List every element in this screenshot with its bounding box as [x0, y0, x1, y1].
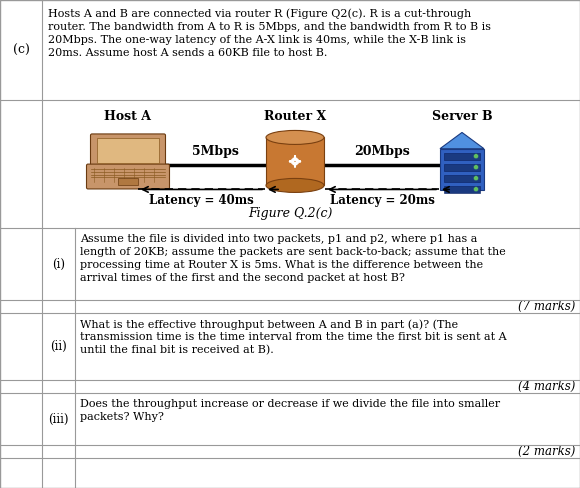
- Bar: [97, 139, 159, 163]
- Text: Router X: Router X: [264, 110, 326, 123]
- Text: Figure Q.2(c): Figure Q.2(c): [248, 207, 332, 220]
- FancyBboxPatch shape: [86, 164, 169, 189]
- Text: arrival times of the first and the second packet at host B?: arrival times of the first and the secon…: [80, 273, 405, 283]
- Circle shape: [473, 176, 478, 181]
- Text: processing time at Router X is 5ms. What is the difference between the: processing time at Router X is 5ms. What…: [80, 260, 483, 270]
- Text: length of 20KB; assume the packets are sent back-to-back; assume that the: length of 20KB; assume the packets are s…: [80, 247, 506, 257]
- Text: (2 marks): (2 marks): [517, 445, 575, 458]
- Text: Assume the file is divided into two packets, p1 and p2, where p1 has a: Assume the file is divided into two pack…: [80, 234, 477, 244]
- Text: Latency = 40ms: Latency = 40ms: [149, 194, 254, 207]
- Bar: [118, 179, 138, 185]
- FancyBboxPatch shape: [90, 134, 165, 167]
- Text: router. The bandwidth from A to R is 5Mbps, and the bandwidth from R to B is: router. The bandwidth from A to R is 5Mb…: [48, 21, 491, 32]
- Bar: [266, 138, 324, 185]
- Text: (i): (i): [52, 258, 65, 270]
- Text: Latency = 20ms: Latency = 20ms: [329, 194, 434, 207]
- Text: Does the throughput increase or decrease if we divide the file into smaller: Does the throughput increase or decrease…: [80, 399, 500, 409]
- Bar: [444, 185, 480, 193]
- Text: (7 marks): (7 marks): [517, 300, 575, 313]
- Text: What is the effective throughput between A and B in part (a)? (The: What is the effective throughput between…: [80, 319, 458, 329]
- Text: 5Mbps: 5Mbps: [192, 145, 239, 159]
- Circle shape: [473, 164, 478, 170]
- Text: (c): (c): [13, 43, 30, 57]
- Text: Server B: Server B: [432, 110, 492, 123]
- Text: 20Mbps. The one-way latency of the A-X link is 40ms, while the X-B link is: 20Mbps. The one-way latency of the A-X l…: [48, 35, 466, 45]
- Text: until the final bit is received at B).: until the final bit is received at B).: [80, 345, 274, 355]
- Circle shape: [473, 187, 478, 192]
- Bar: [440, 149, 484, 190]
- Text: Host A: Host A: [104, 110, 151, 123]
- Text: packets? Why?: packets? Why?: [80, 412, 164, 422]
- Bar: [444, 153, 480, 160]
- Text: (4 marks): (4 marks): [517, 380, 575, 393]
- Text: (ii): (ii): [50, 340, 67, 353]
- Polygon shape: [440, 132, 484, 149]
- Bar: [444, 163, 480, 171]
- Ellipse shape: [266, 130, 324, 144]
- Text: Hosts A and B are connected via router R (Figure Q2(c). R is a cut-through: Hosts A and B are connected via router R…: [48, 8, 471, 19]
- Text: 20Mbps: 20Mbps: [354, 145, 410, 159]
- Ellipse shape: [266, 179, 324, 192]
- Text: (iii): (iii): [48, 412, 69, 426]
- Bar: [444, 175, 480, 182]
- Circle shape: [473, 154, 478, 159]
- Text: transmission time is the time interval from the time the first bit is sent at A: transmission time is the time interval f…: [80, 332, 506, 342]
- Text: 20ms. Assume host A sends a 60KB file to host B.: 20ms. Assume host A sends a 60KB file to…: [48, 48, 327, 59]
